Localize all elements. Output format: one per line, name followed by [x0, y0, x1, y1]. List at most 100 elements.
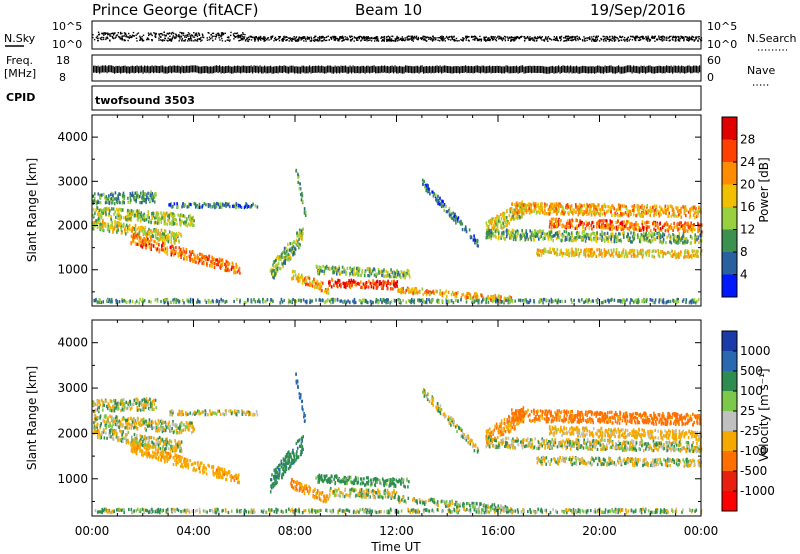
range-gate-cell: [214, 205, 217, 209]
range-gate-cell: [677, 221, 679, 226]
range-gate-cell: [403, 270, 405, 274]
range-gate-cell: [554, 225, 556, 229]
nsky-point: [121, 35, 123, 38]
nsky-point: [399, 38, 401, 41]
nsky-point: [359, 36, 361, 38]
range-gate-cell: [653, 237, 655, 241]
nsky-point: [395, 37, 398, 39]
range-gate-cell: [221, 202, 224, 206]
nave-point: [127, 66, 129, 74]
nsky-point: [182, 34, 184, 36]
range-gate-cell: [686, 223, 688, 227]
range-gate-cell: [304, 280, 306, 284]
nsky-point: [666, 36, 668, 38]
range-gate-cell: [370, 272, 373, 276]
nave-point: [217, 65, 219, 73]
range-gate-cell: [300, 198, 303, 202]
nave-point: [460, 65, 462, 73]
nsky-point: [473, 36, 475, 38]
nsky-point: [214, 38, 217, 40]
range-gate-cell: [203, 202, 206, 206]
range-gate-cell: [276, 266, 279, 270]
nave-point: [421, 65, 423, 73]
range-gate-cell: [441, 291, 444, 295]
nave-point: [526, 66, 528, 74]
nsky-point: [124, 33, 126, 35]
nsky-point: [666, 39, 668, 41]
nsky-point: [171, 39, 173, 41]
range-gate-cell: [171, 214, 173, 218]
range-gate-cell: [558, 204, 561, 208]
range-gate-cell: [320, 284, 323, 288]
nsky-point: [695, 36, 697, 38]
range-gate-cell: [625, 225, 627, 229]
range-gate-cell: [578, 210, 580, 214]
range-gate-cell: [146, 232, 148, 236]
range-gate-cell: [577, 213, 580, 217]
range-gate-cell: [151, 199, 154, 203]
range-gate-cell: [372, 286, 375, 290]
nsky-point: [310, 40, 312, 42]
range-gate-cell: [282, 250, 284, 255]
range-gate-cell: [650, 239, 652, 243]
range-gate-cell: [235, 202, 238, 206]
range-gate-cell: [113, 202, 116, 206]
range-gate-cell: [554, 231, 557, 235]
range-gate-cell: [601, 238, 603, 242]
range-gate-cell: [610, 220, 612, 224]
nsky-point: [175, 33, 177, 35]
range-gate-cell: [685, 207, 687, 211]
nave-point: [480, 66, 482, 74]
range-gate-cell: [194, 260, 196, 264]
range-gate-cell: [578, 208, 580, 212]
range-gate-cell: [575, 203, 577, 207]
range-gate-cell: [301, 237, 303, 241]
range-gate-cell: [487, 226, 490, 231]
nsky-point: [282, 40, 284, 42]
range-gate-cell: [512, 237, 515, 242]
range-gate-cell: [637, 204, 640, 208]
range-gate-cell: [586, 202, 588, 207]
range-gate-cell: [490, 234, 493, 238]
nsky-point: [403, 39, 405, 41]
nave-point: [402, 66, 404, 74]
nsky-point: [369, 39, 371, 41]
range-gate-cell: [421, 178, 424, 182]
range-gate-cell: [537, 231, 540, 235]
nsky-point: [213, 35, 215, 37]
range-gate-cell: [96, 225, 99, 229]
nave-point: [280, 65, 282, 73]
nave-point: [594, 66, 596, 74]
range-gate-cell: [141, 217, 144, 221]
range-gate-cell: [157, 229, 160, 233]
nsky-point: [688, 36, 691, 38]
range-gate-cell: [197, 257, 200, 261]
range-gate-cell: [182, 250, 184, 254]
nave-point: [637, 66, 639, 74]
range-gate-cell: [613, 207, 615, 211]
range-gate-cell: [528, 202, 530, 206]
nsky-point: [450, 39, 452, 41]
range-gate-cell: [239, 204, 241, 208]
range-gate-cell: [553, 209, 556, 213]
range-gate-cell: [556, 204, 558, 208]
range-gate-cell: [388, 282, 391, 286]
nsky-point: [411, 35, 414, 37]
range-gate-cell: [504, 216, 506, 220]
range-gate-cell: [323, 269, 326, 274]
range-gate-cell: [149, 194, 152, 198]
range-gate-cell: [185, 248, 188, 252]
range-gate-cell: [576, 207, 579, 211]
range-gate-cell: [158, 250, 161, 254]
range-gate-cell: [632, 226, 634, 230]
nsky-point: [433, 37, 435, 39]
range-gate-cell: [592, 221, 595, 225]
nsky-point: [106, 36, 108, 38]
range-gate-cell: [304, 213, 307, 217]
nsky-point: [404, 39, 407, 41]
range-gate-cell: [145, 218, 148, 222]
range-gate-cell: [198, 259, 201, 263]
range-gate-cell: [550, 226, 553, 230]
range-gate-cell: [387, 286, 389, 290]
nsky-point: [315, 39, 317, 41]
